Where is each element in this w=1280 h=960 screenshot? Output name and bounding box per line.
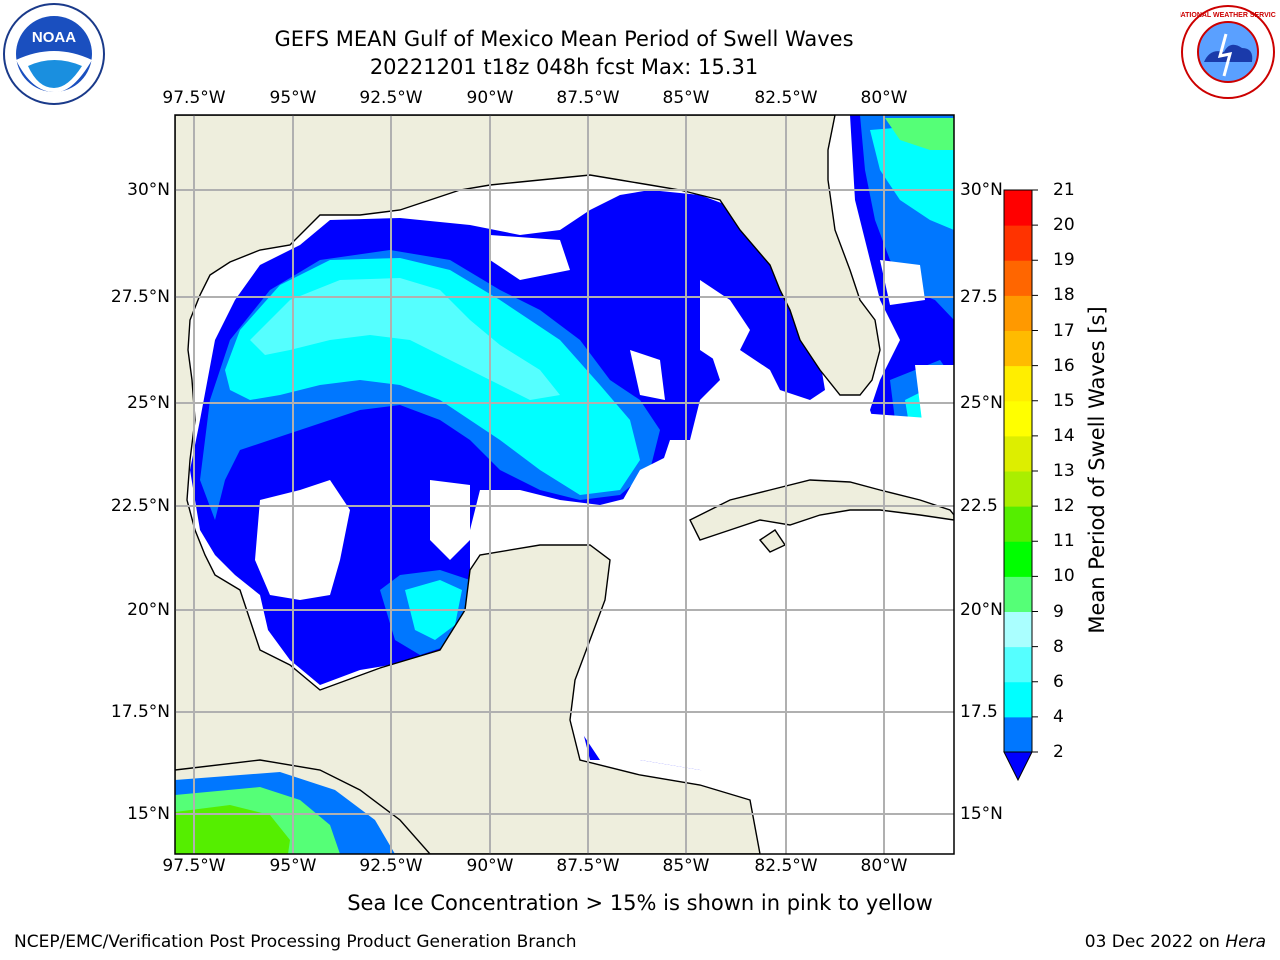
lat-label-right: 15°N	[960, 804, 1003, 824]
lon-label-top: 80°W	[860, 88, 908, 108]
date-stamp: 03 Dec 2022 on Hera	[1085, 932, 1266, 952]
chart-title: GEFS MEAN Gulf of Mexico Mean Period of …	[274, 27, 854, 51]
colorbar-segment	[1004, 295, 1032, 331]
no-data-areas	[255, 235, 954, 854]
colorbar-tick-label: 16	[1053, 355, 1075, 376]
svg-text:NATIONAL WEATHER SERVICE: NATIONAL WEATHER SERVICE	[1180, 12, 1276, 19]
lat-label-left: 20°N	[127, 600, 170, 620]
lon-label-bottom: 80°W	[860, 856, 908, 876]
lat-label-left: 22.5°N	[110, 496, 170, 516]
lon-label-top: 85°W	[662, 88, 710, 108]
date-text: 03 Dec 2022 on	[1084, 932, 1226, 952]
lon-label-bottom: 97.5°W	[162, 856, 226, 876]
svg-text:NOAA: NOAA	[32, 29, 76, 46]
sea-ice-note: Sea Ice Concentration > 15% is shown in …	[347, 891, 933, 915]
colorbar-segment	[1004, 611, 1032, 648]
lon-label-bottom: 82.5°W	[754, 856, 818, 876]
chart-subtitle: 20221201 t18z 048h fcst Max: 15.31	[369, 55, 759, 79]
gridlines	[175, 115, 954, 854]
lon-label-top: 95°W	[269, 88, 317, 108]
lat-label-right: 17.5	[960, 702, 998, 722]
colorbar-segment	[1004, 435, 1032, 472]
nws-logo: NATIONAL WEATHER SERVICE	[1180, 5, 1276, 99]
lat-label-left: 15°N	[127, 804, 170, 824]
machine-name: Hera	[1225, 932, 1266, 952]
map-frame	[174, 114, 955, 855]
colorbar-tick-label: 9	[1053, 601, 1064, 622]
colorbar-tick-label: 6	[1053, 671, 1064, 692]
colorbar-segment	[1004, 225, 1032, 261]
colorbar-tick-label: 11	[1053, 531, 1075, 552]
colorbar-segment	[1004, 471, 1032, 507]
lon-label-bottom: 92.5°W	[359, 856, 423, 876]
colorbar-tick-label: 14	[1053, 425, 1075, 446]
colorbar-segment	[1004, 646, 1032, 683]
colorbar-tick-label: 2	[1053, 742, 1064, 762]
colorbar-tick-label: 18	[1053, 285, 1075, 306]
colorbar-segment	[1004, 541, 1032, 577]
lat-label-left: 27.5°N	[110, 287, 170, 307]
lat-label-right: 25°N	[960, 393, 1003, 413]
colorbar-extend-arrow	[1003, 751, 1033, 782]
lat-label-right: 30°N	[960, 180, 1003, 200]
colorbar-tick-label: 13	[1053, 461, 1075, 481]
lat-label-left: 17.5°N	[110, 702, 170, 722]
colorbar-tick-label: 17	[1053, 320, 1075, 341]
lon-label-bottom: 90°W	[466, 856, 514, 876]
lon-label-bottom: 95°W	[269, 856, 317, 876]
colorbar-segment	[1004, 260, 1032, 296]
colorbar-segment	[1004, 716, 1032, 753]
colorbar-tick-label: 4	[1053, 706, 1064, 727]
colorbar-tick-label: 12	[1053, 496, 1075, 517]
lat-label-left: 25°N	[127, 393, 170, 413]
colorbar-segment	[1004, 365, 1032, 402]
lon-label-top: 97.5°W	[162, 88, 226, 108]
colorbar	[1003, 189, 1038, 782]
lon-label-bottom: 87.5°W	[556, 856, 620, 876]
lat-label-right: 20°N	[960, 600, 1003, 620]
colorbar-tick-label: 15	[1053, 390, 1075, 411]
lat-label-right: 27.5	[960, 287, 998, 307]
noaa-logo: NOAA	[3, 3, 105, 105]
colorbar-segment	[1004, 330, 1032, 367]
colorbar-tick-label: 10	[1053, 566, 1075, 587]
colorbar-segment	[1004, 576, 1032, 612]
colorbar-segment	[1004, 400, 1032, 437]
lat-label-left: 30°N	[127, 180, 170, 200]
colorbar-tick-label: 20	[1053, 215, 1075, 236]
lon-label-bottom: 85°W	[662, 856, 710, 876]
lon-label-top: 87.5°W	[556, 88, 620, 108]
colorbar-segment	[1004, 190, 1032, 226]
colorbar-segment	[1004, 681, 1032, 718]
lon-label-top: 90°W	[466, 88, 514, 108]
credit-text: NCEP/EMC/Verification Post Processing Pr…	[14, 932, 577, 952]
lon-label-top: 82.5°W	[754, 88, 818, 108]
colorbar-tick-label: 21	[1053, 180, 1075, 200]
colorbar-tick-label: 19	[1053, 250, 1075, 271]
lon-label-top: 92.5°W	[359, 88, 423, 108]
colorbar-segment	[1004, 506, 1032, 542]
lat-label-right: 22.5	[960, 496, 998, 516]
pacific-swell-lime	[175, 805, 290, 854]
colorbar-tick-label: 8	[1053, 636, 1064, 657]
colorbar-label: Mean Period of Swell Waves [s]	[1085, 306, 1109, 634]
